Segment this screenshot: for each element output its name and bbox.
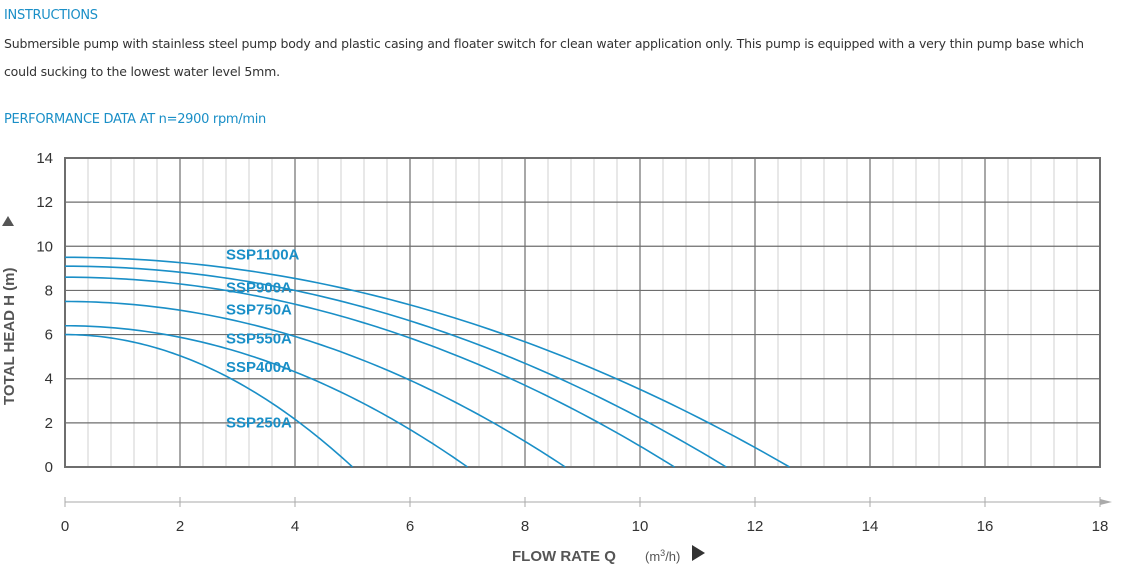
y-tick-label: 8 [45,282,53,299]
curve-label-ssp750a: SSP750A [226,302,292,319]
x-tick-label: 10 [632,518,649,535]
x-axis-arrow-icon [692,545,705,561]
y-tick-labels: 0 2 4 6 8 10 12 14 [36,150,53,476]
curve-ssp900a [64,265,727,468]
x-tick-label: 2 [176,518,184,535]
curve-ssp1100a [64,256,790,468]
y-tick-label: 14 [36,150,53,167]
x-tick-label: 0 [61,518,69,535]
major-grid [64,157,1101,468]
x-tick-label: 12 [747,518,764,535]
curve-ssp400a [64,324,468,468]
y-tick-label: 6 [45,327,53,344]
pump-curves [64,256,790,468]
plot-frame [64,157,1101,468]
x-tick-label: 16 [977,518,994,535]
y-tick-label: 0 [45,459,53,476]
y-tick-label: 4 [45,371,53,388]
y-axis-title: TOTAL HEAD H (m) [1,267,18,405]
curve-label-ssp900a: SSP900A [226,280,292,297]
x-tick-label: 4 [291,518,299,535]
y-tick-label: 2 [45,415,53,432]
x-axis [64,497,1112,507]
x-tick-label: 14 [862,518,879,535]
curve-ssp250a [64,333,354,468]
x-axis-unit: (m3/h) [645,548,680,564]
curve-label-ssp400a: SSP400A [226,359,292,376]
y-tick-label: 10 [36,238,53,255]
x-tick-label: 6 [406,518,414,535]
minor-grid [64,158,1101,467]
y-tick-label: 12 [36,194,53,211]
curve-label-ssp550a: SSP550A [226,330,292,347]
instructions-title: INSTRUCTIONS [4,8,98,23]
curve-ssp750a [64,276,675,468]
curve-labels: SSP1100A SSP900A SSP750A SSP550A SSP400A SSP2… [226,247,300,432]
curve-label-ssp1100a: SSP1100A [226,247,300,264]
x-tick-label: 8 [521,518,529,535]
curve-ssp550a [64,300,566,468]
x-tick-label: 18 [1092,518,1109,535]
instructions-text: Submersible pump with stainless steel pu… [4,36,1084,79]
y-axis-arrow-icon [2,216,14,226]
performance-title: PERFORMANCE DATA AT n=2900 rpm/min [4,112,266,127]
curve-label-ssp250a: SSP250A [226,414,292,431]
x-axis-end-arrow-icon [1100,499,1112,505]
x-axis-title: FLOW RATE Q [512,548,616,565]
x-tick-labels: 0 2 4 6 8 10 12 14 16 18 [61,518,1109,535]
